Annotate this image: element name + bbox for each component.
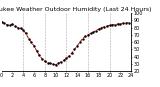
Title: Milwaukee Weather Outdoor Humidity (Last 24 Hours): Milwaukee Weather Outdoor Humidity (Last…: [0, 7, 152, 12]
